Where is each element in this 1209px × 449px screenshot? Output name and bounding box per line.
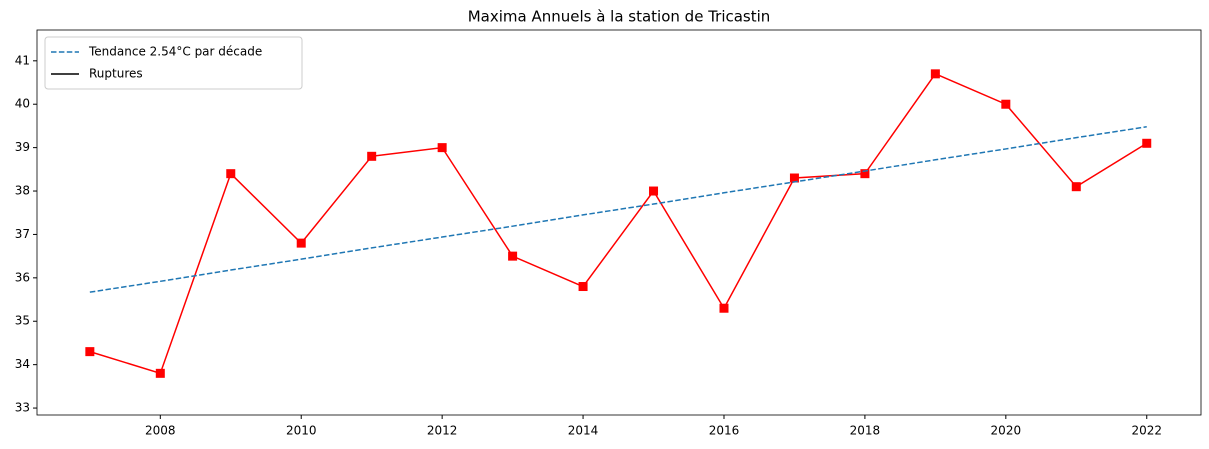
- y-tick-label: 33: [15, 401, 30, 415]
- y-tick-label: 41: [15, 53, 30, 67]
- marker: [1071, 182, 1081, 192]
- y-tick-label: 39: [15, 140, 30, 154]
- x-tick-label: 2016: [709, 424, 740, 438]
- marker: [1142, 138, 1152, 148]
- marker: [789, 173, 799, 183]
- marker: [578, 282, 588, 292]
- x-tick-label: 2014: [568, 424, 599, 438]
- y-tick-label: 38: [15, 184, 30, 198]
- y-tick-label: 36: [15, 270, 30, 284]
- marker: [296, 238, 306, 248]
- y-tick-label: 34: [15, 357, 30, 371]
- marker: [226, 169, 236, 179]
- y-tick-label: 35: [15, 314, 30, 328]
- marker: [85, 347, 95, 357]
- legend-label: Tendance 2.54°C par décade: [88, 45, 262, 59]
- chart-title: Maxima Annuels à la station de Tricastin: [468, 8, 771, 26]
- series-line: [89, 72, 1148, 375]
- marker: [649, 186, 659, 196]
- legend-box: [44, 36, 303, 90]
- marker: [155, 368, 165, 378]
- marker: [508, 251, 518, 261]
- legend-label: Ruptures: [89, 67, 143, 81]
- y-tick-label: 37: [15, 227, 30, 241]
- x-tick-label: 2020: [991, 424, 1022, 438]
- plot-frame: [36, 29, 1202, 416]
- y-tick-label: 40: [15, 97, 30, 111]
- x-tick-label: 2010: [286, 424, 317, 438]
- marker: [930, 69, 940, 79]
- marker: [719, 303, 729, 313]
- x-tick-label: 2022: [1131, 424, 1162, 438]
- x-tick-label: 2018: [850, 424, 881, 438]
- marker: [437, 143, 447, 153]
- marker: [1001, 99, 1011, 109]
- series-line: [89, 126, 1147, 293]
- marker: [367, 151, 377, 161]
- x-tick-label: 2012: [427, 424, 458, 438]
- x-tick-label: 2008: [145, 424, 176, 438]
- marker: [860, 169, 870, 179]
